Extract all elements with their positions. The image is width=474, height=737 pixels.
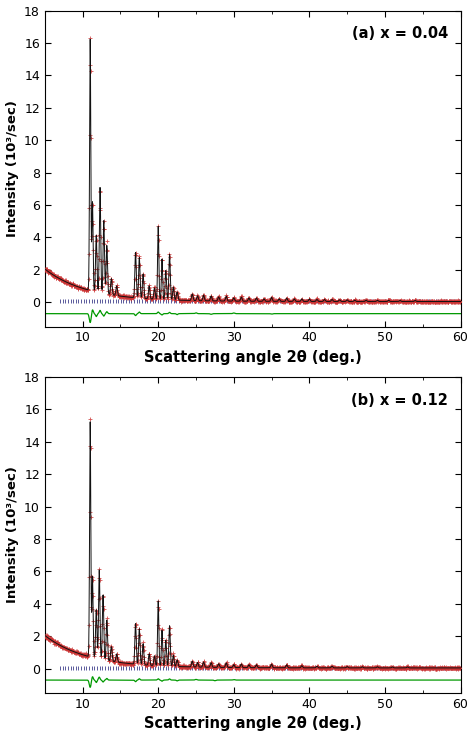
Y-axis label: Intensity (10³/sec): Intensity (10³/sec) — [6, 467, 18, 604]
Y-axis label: Intensity (10³/sec): Intensity (10³/sec) — [6, 100, 18, 237]
X-axis label: Scattering angle 2θ (deg.): Scattering angle 2θ (deg.) — [144, 716, 362, 731]
X-axis label: Scattering angle 2θ (deg.): Scattering angle 2θ (deg.) — [144, 350, 362, 365]
Text: (b) x = 0.12: (b) x = 0.12 — [351, 393, 448, 408]
Text: (a) x = 0.04: (a) x = 0.04 — [352, 27, 448, 41]
